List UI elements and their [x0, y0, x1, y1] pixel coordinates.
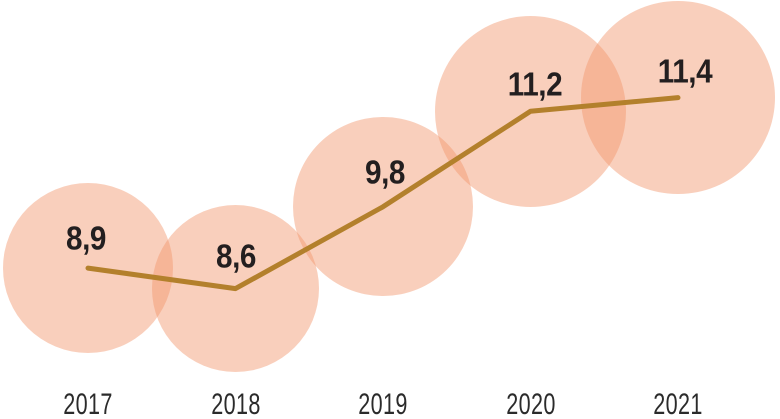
value-label-2021: 11,4 [657, 52, 713, 90]
x-axis-label-2019: 2019 [358, 388, 408, 419]
value-label-2017: 8,9 [66, 219, 106, 257]
value-label-2018: 8,6 [215, 237, 256, 275]
x-axis-label-2017: 2017 [63, 388, 113, 419]
x-axis-label-2021: 2021 [653, 388, 703, 419]
value-label-2019: 9,8 [365, 153, 405, 191]
x-axis-label-2018: 2018 [210, 388, 261, 419]
bubble-2017 [2, 182, 174, 354]
value-label-2020: 11,2 [507, 65, 562, 103]
bubble-2018 [151, 204, 320, 373]
bubble-2021 [581, 1, 775, 195]
x-axis-label-2020: 2020 [505, 388, 556, 419]
